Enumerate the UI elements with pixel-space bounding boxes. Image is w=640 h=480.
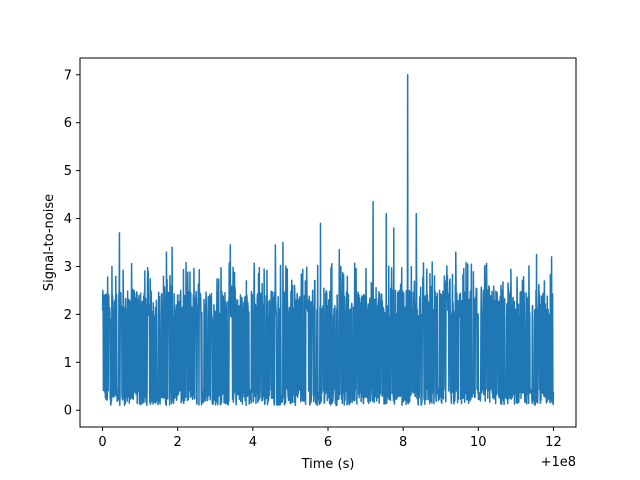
y-tick-label: 1 — [64, 356, 72, 371]
x-tick-label: 4 — [249, 435, 257, 450]
x-axis: 0 2 4 6 8 10 12 — [98, 427, 562, 450]
series-line — [101, 74, 555, 407]
x-tick-label: 10 — [470, 435, 487, 450]
x-tick-label: 12 — [545, 435, 562, 450]
y-tick-label: 0 — [64, 404, 72, 419]
y-axis: 0 1 2 3 4 5 6 7 — [64, 68, 80, 419]
y-tick-label: 6 — [64, 116, 72, 131]
x-axis-label: Time (s) — [301, 457, 355, 472]
x-tick-label: 2 — [174, 435, 182, 450]
y-tick-label: 7 — [64, 68, 72, 83]
y-tick-label: 5 — [64, 164, 72, 179]
y-axis-label: Signal-to-noise — [42, 194, 57, 291]
plot-area — [101, 74, 555, 407]
y-tick-label: 4 — [64, 212, 72, 227]
y-tick-label: 2 — [64, 308, 72, 323]
x-tick-label: 8 — [399, 435, 407, 450]
x-axis-offset-label: +1e8 — [541, 455, 576, 470]
y-tick-label: 3 — [64, 260, 72, 275]
x-tick-label: 6 — [324, 435, 332, 450]
x-tick-label: 0 — [98, 435, 106, 450]
